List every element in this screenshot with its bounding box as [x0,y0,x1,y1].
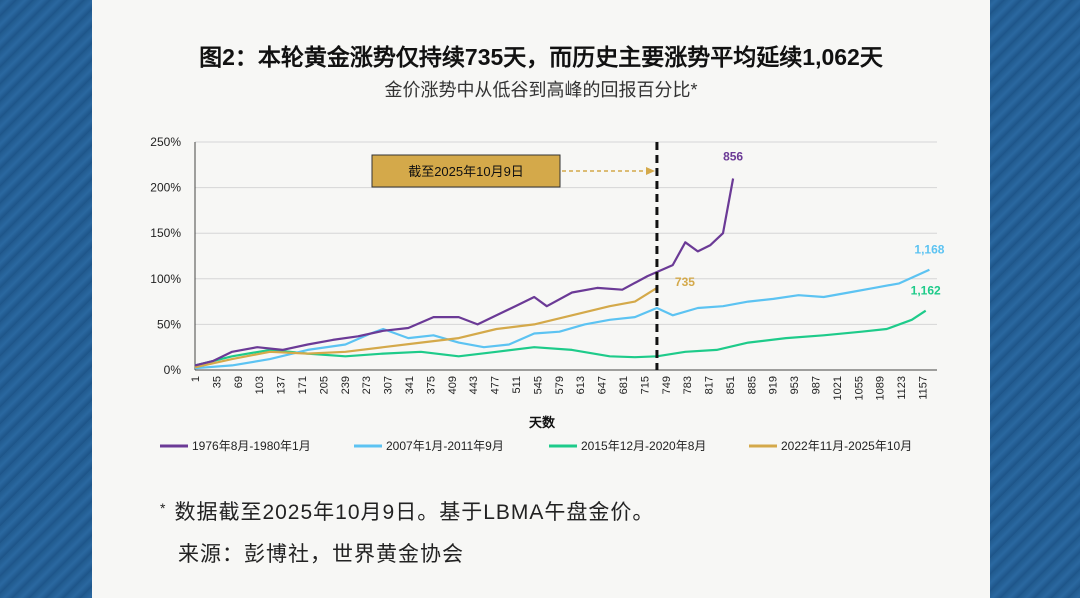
chart-subtitle: 金价涨势中从低谷到高峰的回报百分比* [384,80,698,100]
x-tick-label: 239 [340,376,352,394]
legend-label: 2022年11月-2025年10月 [781,439,912,453]
footnote: * 数据截至2025年10月9日。基于LBMA午盘金价。 [160,496,654,526]
x-tick-label: 1123 [896,376,908,400]
series-end-label: 1,162 [911,284,941,298]
x-tick-label: 545 [532,376,544,394]
x-tick-label: 103 [254,376,266,394]
x-tick-label: 443 [468,376,480,394]
series-line [194,286,658,369]
series-end-label: 735 [675,275,695,289]
source-text: 来源：彭博社，世界黄金协会 [178,543,464,566]
x-tick-label: 171 [297,376,309,394]
x-tick-label: 35 [211,376,223,388]
series-line [194,309,927,367]
x-tick-label: 1021 [832,376,844,400]
x-tick-label: 579 [554,376,566,394]
x-tick-label: 919 [768,376,780,394]
x-tick-label: 987 [811,376,823,394]
left-border [0,0,92,598]
y-tick-label: 50% [157,317,181,331]
cutoff-annotation-label: 截至2025年10月9日 [408,164,524,179]
x-tick-label: 341 [404,376,416,394]
x-tick-label: 681 [618,376,630,394]
x-axis-label: 天数 [529,415,556,430]
legend-label: 1976年8月-1980年1月 [192,439,311,453]
x-tick-label: 477 [490,376,502,394]
series-end-label: 856 [723,149,743,163]
x-tick-label: 1 [190,376,202,382]
x-tick-label: 375 [425,376,437,394]
x-tick-label: 511 [511,376,523,394]
x-tick-label: 715 [639,376,651,394]
cutoff-annotation-box [371,154,561,188]
x-tick-label: 137 [276,376,288,394]
chart-title: 图2：本轮黄金涨势仅持续735天，而历史主要涨势平均延续1,062天 [199,44,883,70]
footnote-star: * [160,500,167,516]
paper-panel: 图2：本轮黄金涨势仅持续735天，而历史主要涨势平均延续1,062天 金价涨势中… [92,0,990,598]
x-tick-label: 69 [233,376,245,388]
right-border [988,0,1080,598]
y-tick-label: 0% [164,363,182,377]
x-tick-label: 1157 [918,376,930,400]
x-tick-label: 885 [746,376,758,394]
x-tick-label: 613 [575,376,587,394]
x-tick-label: 817 [704,376,716,394]
x-tick-label: 851 [725,376,737,394]
x-tick-label: 783 [682,376,694,394]
line-chart: 0% 50% 100% 150% 200% 250% 1 35 69 103 137 171 205 23… [150,135,944,453]
x-tick-label: 409 [447,376,459,394]
x-tick-label: 1055 [853,376,865,400]
series-line [194,268,930,370]
y-tick-label: 200% [150,181,181,195]
x-tick-label: 1089 [875,376,887,400]
y-tick-label: 100% [150,272,181,286]
x-tick-label: 749 [661,376,673,394]
y-tick-label: 150% [150,226,181,240]
x-tick-label: 953 [789,376,801,394]
footnote-text: 数据截至2025年10月9日。基于LBMA午盘金价。 [174,501,655,524]
y-tick-label: 250% [150,135,181,149]
x-tick-label: 307 [383,376,395,394]
legend-label: 2015年12月-2020年8月 [581,439,706,453]
x-tick-label: 273 [361,376,373,394]
cutoff-arrow-head [646,167,655,175]
series-end-label: 1,168 [914,243,944,257]
legend-label: 2007年1月-2011年9月 [386,439,504,453]
series-line [194,178,735,367]
x-tick-label: 647 [597,376,609,394]
x-tick-label: 205 [318,376,330,394]
